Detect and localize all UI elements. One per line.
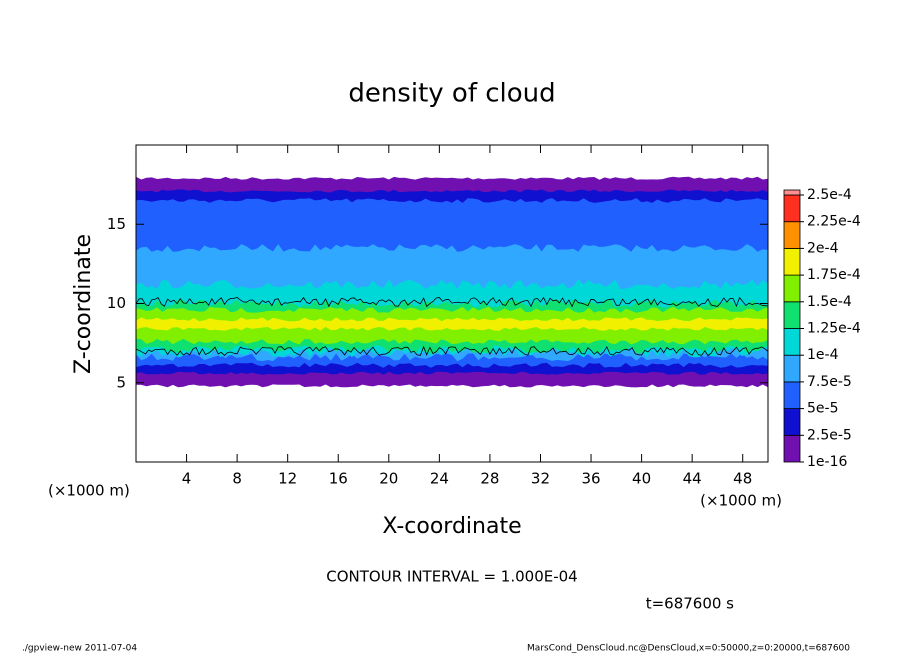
time-label: t=687600 s [646,595,734,613]
colorbar-box [783,301,801,329]
x-tick-label: 4 [182,470,192,488]
colorbar-box [783,274,801,303]
colorbar-box [783,381,801,409]
colorbar-label: 2.5e-4 [807,187,852,203]
x-tick-label: 40 [632,470,651,488]
colorbar-label: 1e-4 [807,347,839,363]
footer-right: MarsCond_DensCloud.nc@DensCloud,x=0:5000… [527,644,850,654]
y-unit-label: (×1000 m) [48,482,130,500]
x-tick-label: 16 [329,470,348,488]
colorbar-box [783,408,801,436]
field-band [136,317,768,331]
contour-line [135,296,769,308]
y-tick-label: 5 [116,373,126,391]
colorbar-label: 1.25e-4 [807,321,861,337]
colorbar-label: 1.75e-4 [807,267,861,283]
x-unit-label: (×1000 m) [700,492,782,510]
colorbar-box [783,221,801,249]
colorbar-label: 7.5e-5 [807,374,852,390]
colorbar-label: 2e-4 [807,240,839,256]
colorbar-label: 1e-16 [807,454,847,470]
x-tick-label: 20 [379,470,398,488]
x-tick-label: 36 [581,470,600,488]
colorbar-label: 2.25e-4 [807,214,861,230]
colorbar-label: 1.5e-4 [807,294,852,310]
x-tick-label: 12 [278,470,297,488]
x-tick-label: 28 [480,470,499,488]
colorbar-box [783,328,801,356]
colorbar-box [783,354,801,383]
colorbar-box [783,247,801,276]
y-tick-label: 10 [107,294,126,312]
chart-title: density of cloud [348,79,555,109]
y-axis-label: Z-coordinate [71,234,96,374]
y-tick-label: 15 [107,215,126,233]
colorbar-label: 5e-5 [807,401,838,417]
contour-line [135,345,769,357]
contour-interval: CONTOUR INTERVAL = 1.000E-04 [326,568,577,586]
footer-left: ./gpview-new 2011-07-04 [22,644,137,654]
x-axis-label: X-coordinate [382,514,521,539]
colorbar-box [783,434,801,463]
x-tick-label: 8 [232,470,242,488]
x-tick-label: 44 [683,470,702,488]
colorbar-top [783,189,801,196]
x-tick-label: 48 [733,470,752,488]
colorbar-label: 2.5e-5 [807,427,852,443]
x-tick-label: 24 [430,470,449,488]
colorbar-box [783,194,801,223]
x-tick-label: 32 [531,470,550,488]
